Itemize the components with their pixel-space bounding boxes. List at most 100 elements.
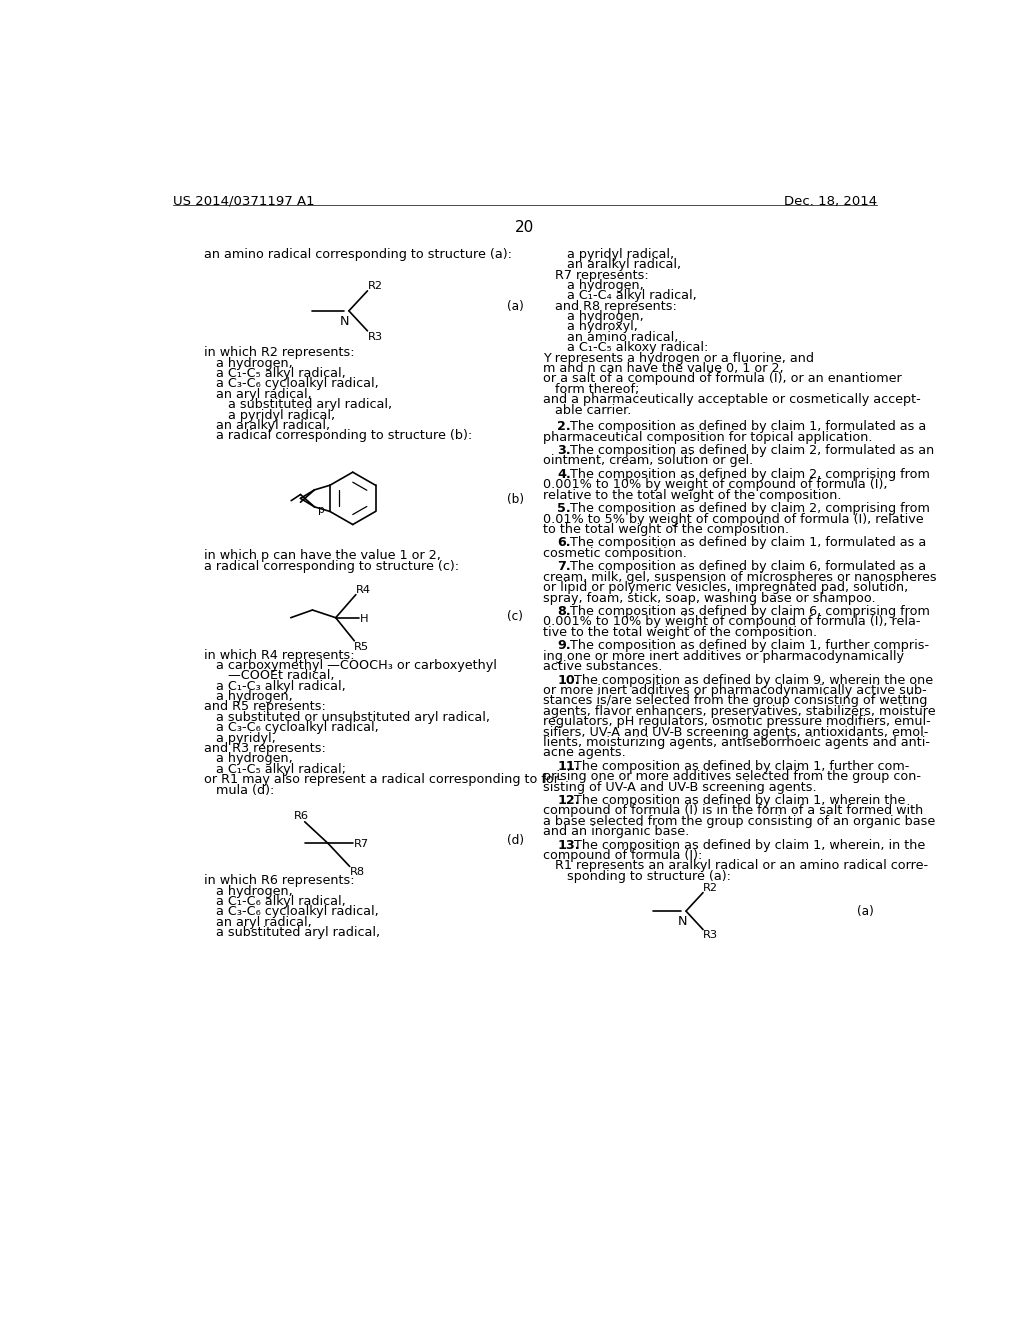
Text: or more inert additives or pharmacodynamically active sub-: or more inert additives or pharmacodynam…	[544, 684, 927, 697]
Text: (b): (b)	[507, 492, 524, 506]
Text: 5.: 5.	[557, 502, 571, 515]
Text: N: N	[340, 314, 349, 327]
Text: US 2014/0371197 A1: US 2014/0371197 A1	[173, 194, 314, 207]
Text: relative to the total weight of the composition.: relative to the total weight of the comp…	[544, 488, 842, 502]
Text: tive to the total weight of the composition.: tive to the total weight of the composit…	[544, 626, 817, 639]
Text: R8: R8	[349, 867, 365, 878]
Text: able carrier.: able carrier.	[544, 404, 632, 417]
Text: 0.001% to 10% by weight of compound of formula (I), rela-: 0.001% to 10% by weight of compound of f…	[544, 615, 921, 628]
Text: H: H	[359, 614, 369, 624]
Text: sifiers, UV-A and UV-B screening agents, antioxidants, emol-: sifiers, UV-A and UV-B screening agents,…	[544, 726, 929, 738]
Text: The composition as defined by claim 6, formulated as a: The composition as defined by claim 6, f…	[566, 561, 926, 573]
Text: The composition as defined by claim 1, formulated as a: The composition as defined by claim 1, f…	[566, 420, 926, 433]
Text: 9.: 9.	[557, 639, 571, 652]
Text: The composition as defined by claim 1, further compris-: The composition as defined by claim 1, f…	[566, 639, 929, 652]
Text: a pyridyl radical,: a pyridyl radical,	[544, 248, 675, 261]
Text: 2.: 2.	[557, 420, 571, 433]
Text: (d): (d)	[507, 834, 524, 847]
Text: in which R2 represents:: in which R2 represents:	[204, 346, 354, 359]
Text: R7: R7	[353, 840, 369, 850]
Text: 11.: 11.	[557, 760, 580, 772]
Text: 10.: 10.	[557, 673, 580, 686]
Text: in which p can have the value 1 or 2,: in which p can have the value 1 or 2,	[204, 549, 440, 562]
Text: 8.: 8.	[557, 605, 571, 618]
Text: 6.: 6.	[557, 536, 570, 549]
Text: prising one or more additives selected from the group con-: prising one or more additives selected f…	[544, 770, 922, 783]
Text: a hydrogen,: a hydrogen,	[544, 310, 644, 323]
Text: form thereof;: form thereof;	[544, 383, 640, 396]
Text: a substituted aryl radical,: a substituted aryl radical,	[204, 399, 392, 412]
Text: an amino radical,: an amino radical,	[544, 331, 679, 345]
Text: and R8 represents:: and R8 represents:	[544, 300, 677, 313]
Text: a radical corresponding to structure (c):: a radical corresponding to structure (c)…	[204, 560, 459, 573]
Text: The composition as defined by claim 1, formulated as a: The composition as defined by claim 1, f…	[566, 536, 926, 549]
Text: (c): (c)	[507, 610, 523, 623]
Text: (a): (a)	[507, 300, 524, 313]
Text: Dec. 18, 2014: Dec. 18, 2014	[783, 194, 877, 207]
Text: R7 represents:: R7 represents:	[544, 268, 649, 281]
Text: a pyridyl radical,: a pyridyl radical,	[204, 409, 335, 421]
Text: R3: R3	[368, 331, 383, 342]
Text: in which R4 represents:: in which R4 represents:	[204, 648, 354, 661]
Text: pharmaceutical composition for topical application.: pharmaceutical composition for topical a…	[544, 430, 872, 444]
Text: compound of formula (I) is in the form of a salt formed with: compound of formula (I) is in the form o…	[544, 804, 924, 817]
Text: a C₁-C₄ alkyl radical,: a C₁-C₄ alkyl radical,	[544, 289, 697, 302]
Text: The composition as defined by claim 6, comprising from: The composition as defined by claim 6, c…	[566, 605, 930, 618]
Text: R4: R4	[356, 585, 371, 594]
Text: R1 represents an aralkyl radical or an amino radical corre-: R1 represents an aralkyl radical or an a…	[544, 859, 929, 873]
Text: ointment, cream, solution or gel.: ointment, cream, solution or gel.	[544, 454, 754, 467]
Text: The composition as defined by claim 2, comprising from: The composition as defined by claim 2, c…	[566, 469, 930, 480]
Text: The composition as defined by claim 2, comprising from: The composition as defined by claim 2, c…	[566, 502, 930, 515]
Text: R2: R2	[368, 281, 383, 290]
Text: a C₁-C₅ alkyl radical;: a C₁-C₅ alkyl radical;	[204, 763, 346, 776]
Text: spray, foam, stick, soap, washing base or shampoo.: spray, foam, stick, soap, washing base o…	[544, 591, 876, 605]
Text: 0.001% to 10% by weight of compound of formula (I),: 0.001% to 10% by weight of compound of f…	[544, 478, 888, 491]
Text: and R5 represents:: and R5 represents:	[204, 701, 326, 714]
Text: a C₃-C₆ cycloalkyl radical,: a C₃-C₆ cycloalkyl radical,	[204, 721, 379, 734]
Text: acne agents.: acne agents.	[544, 746, 626, 759]
Text: compound of formula (I):: compound of formula (I):	[544, 849, 702, 862]
Text: a hydrogen,: a hydrogen,	[204, 884, 293, 898]
Text: to the total weight of the composition.: to the total weight of the composition.	[544, 523, 790, 536]
Text: active substances.: active substances.	[544, 660, 663, 673]
Text: The composition as defined by claim 1, wherein the: The composition as defined by claim 1, w…	[570, 795, 905, 807]
Text: a C₁-C₆ alkyl radical,: a C₁-C₆ alkyl radical,	[204, 895, 346, 908]
Text: a C₁-C₅ alkoxy radical:: a C₁-C₅ alkoxy radical:	[544, 342, 709, 354]
Text: a pyridyl,: a pyridyl,	[204, 731, 275, 744]
Text: a hydroxyl,: a hydroxyl,	[544, 321, 638, 334]
Text: or a salt of a compound of formula (I), or an enantiomer: or a salt of a compound of formula (I), …	[544, 372, 902, 385]
Text: R5: R5	[354, 642, 370, 652]
Text: ing one or more inert additives or pharmacodynamically: ing one or more inert additives or pharm…	[544, 649, 904, 663]
Text: sponding to structure (a):: sponding to structure (a):	[544, 870, 731, 883]
Text: an aryl radical,: an aryl radical,	[204, 916, 311, 929]
Text: or R1 may also represent a radical corresponding to for-: or R1 may also represent a radical corre…	[204, 774, 563, 787]
Text: a C₁-C₃ alkyl radical,: a C₁-C₃ alkyl radical,	[204, 680, 346, 693]
Text: 12.: 12.	[557, 795, 580, 807]
Text: 7.: 7.	[557, 561, 571, 573]
Text: 3.: 3.	[557, 444, 571, 457]
Text: R3: R3	[703, 931, 718, 940]
Text: 13.: 13.	[557, 838, 580, 851]
Text: a hydrogen,: a hydrogen,	[204, 690, 293, 704]
Text: a C₃-C₆ cycloalkyl radical,: a C₃-C₆ cycloalkyl radical,	[204, 906, 379, 919]
Text: and an inorganic base.: and an inorganic base.	[544, 825, 689, 838]
Text: The composition as defined by claim 1, wherein, in the: The composition as defined by claim 1, w…	[570, 838, 926, 851]
Text: cream, milk, gel, suspension of microspheres or nanospheres: cream, milk, gel, suspension of microsph…	[544, 570, 937, 583]
Text: R6: R6	[294, 810, 309, 821]
Text: agents, flavor enhancers, preservatives, stabilizers, moisture: agents, flavor enhancers, preservatives,…	[544, 705, 936, 718]
Text: an aralkyl radical,: an aralkyl radical,	[544, 259, 682, 271]
Text: The composition as defined by claim 1, further com-: The composition as defined by claim 1, f…	[570, 760, 909, 772]
Text: regulators, pH regulators, osmotic pressure modifiers, emul-: regulators, pH regulators, osmotic press…	[544, 715, 931, 729]
Text: and R3 represents:: and R3 represents:	[204, 742, 326, 755]
Text: —COOEt radical,: —COOEt radical,	[204, 669, 335, 682]
Text: 4.: 4.	[557, 469, 571, 480]
Text: a substituted or unsubstituted aryl radical,: a substituted or unsubstituted aryl radi…	[204, 711, 489, 723]
Text: (a): (a)	[857, 906, 873, 917]
Text: p: p	[317, 506, 325, 515]
Text: a base selected from the group consisting of an organic base: a base selected from the group consistin…	[544, 814, 936, 828]
Text: in which R6 represents:: in which R6 represents:	[204, 874, 354, 887]
Text: R2: R2	[703, 883, 718, 894]
Text: a C₃-C₆ cycloalkyl radical,: a C₃-C₆ cycloalkyl radical,	[204, 378, 379, 391]
Text: m and n can have the value 0, 1 or 2,: m and n can have the value 0, 1 or 2,	[544, 362, 784, 375]
Text: stances is/are selected from the group consisting of wetting: stances is/are selected from the group c…	[544, 694, 928, 708]
